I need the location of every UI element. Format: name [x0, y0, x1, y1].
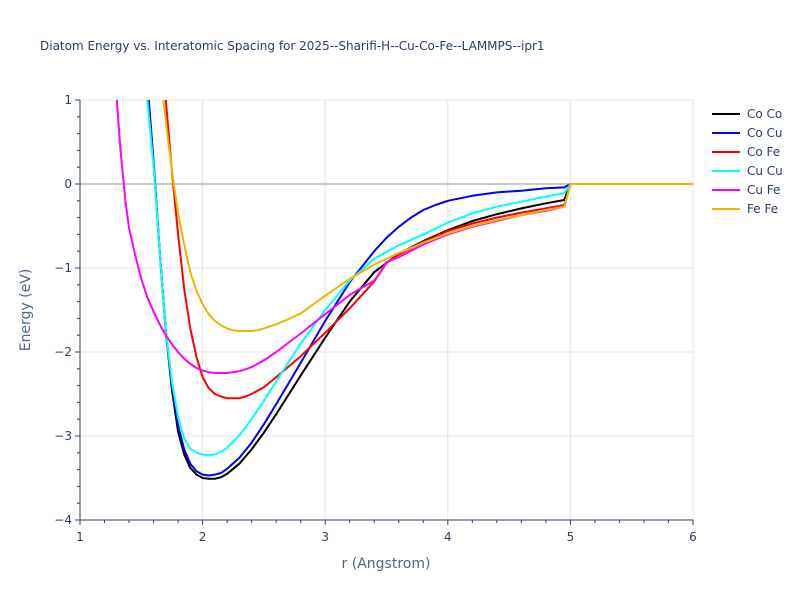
legend-label: Cu Cu: [747, 164, 783, 178]
legend-label: Fe Fe: [747, 202, 778, 216]
legend-label: Cu Fe: [747, 183, 780, 197]
series-line-cu-cu: [146, 100, 693, 457]
x-tick-label: 1: [76, 530, 84, 544]
x-tick-label: 6: [689, 530, 697, 544]
legend-item-cu-cu[interactable]: Cu Cu: [712, 164, 783, 178]
y-tick-label: 0: [64, 177, 72, 191]
legend-item-cu-fe[interactable]: Cu Fe: [712, 183, 780, 197]
series-line-co-fe: [164, 100, 693, 400]
x-tick-label: 3: [321, 530, 329, 544]
x-tick-label: 5: [567, 530, 575, 544]
y-tick-label: 1: [64, 93, 72, 107]
y-axis-title: Energy (eV): [18, 269, 34, 352]
series-line-co-co: [147, 100, 693, 480]
legend-label: Co Cu: [747, 126, 783, 140]
y-tick-label: −4: [54, 513, 72, 527]
legend-item-co-cu[interactable]: Co Cu: [712, 126, 783, 140]
x-tick-label: 4: [444, 530, 452, 544]
y-tick-label: −2: [54, 345, 72, 359]
legend-label: Co Co: [747, 107, 782, 121]
legend-item-fe-fe[interactable]: Fe Fe: [712, 202, 778, 216]
legend-item-co-fe[interactable]: Co Fe: [712, 145, 780, 159]
x-axis-title: r (Angstrom): [342, 556, 431, 572]
chart-title: Diatom Energy vs. Interatomic Spacing fo…: [40, 39, 545, 53]
series-line-co-cu: [147, 100, 693, 477]
axes: [75, 99, 694, 525]
legend-label: Co Fe: [747, 145, 780, 159]
legend-item-co-co[interactable]: Co Co: [712, 107, 782, 121]
y-tick-label: −3: [54, 429, 72, 443]
x-tick-label: 2: [199, 530, 207, 544]
series-line-fe-fe: [162, 100, 693, 332]
tick-labels: 1 2 3 4 5 6 1 0 −1 −2 −3 −4: [54, 93, 697, 544]
legend: Co Co Co Cu Co Fe Cu Cu Cu Fe Fe Fe: [712, 107, 783, 216]
series-lines: [115, 100, 693, 480]
y-tick-label: −1: [54, 261, 72, 275]
